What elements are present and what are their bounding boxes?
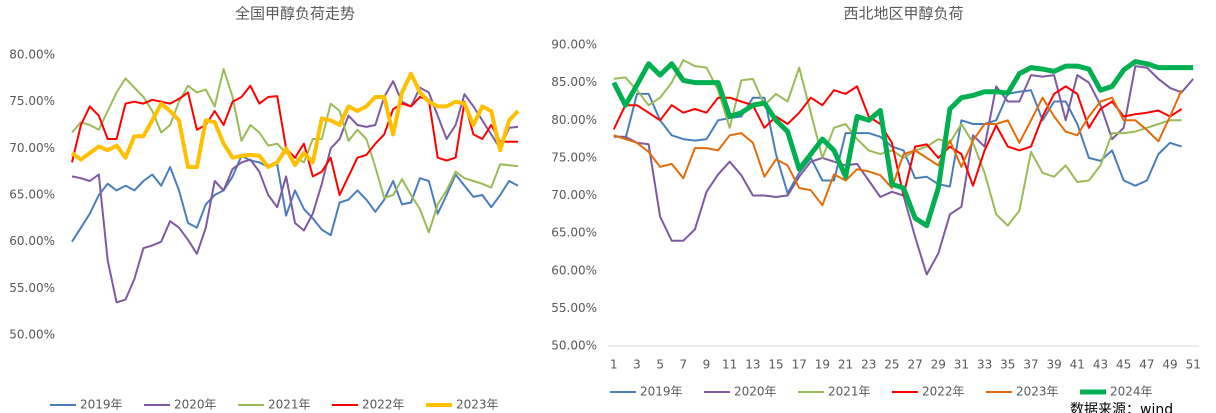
- x-tick-label: 43: [1093, 358, 1108, 372]
- legend-label: 2023年: [1016, 385, 1059, 399]
- series-line: [613, 89, 1182, 195]
- x-tick-label: 41: [1070, 358, 1085, 372]
- x-tick-label: 17: [792, 358, 807, 372]
- x-tick-label: 5: [656, 358, 664, 372]
- chart-title: 西北地区甲醇负荷: [843, 5, 963, 23]
- series-line: [613, 65, 1194, 276]
- y-tick-label: 60.00%: [9, 234, 55, 248]
- series-line: [613, 59, 1182, 227]
- y-tick-label: 80.00%: [9, 48, 55, 62]
- series-line: [613, 89, 1183, 207]
- x-tick-label: 13: [745, 358, 760, 372]
- legend-label: 2022年: [922, 385, 965, 399]
- legend-label: 2019年: [640, 385, 683, 399]
- x-tick-label: 31: [954, 358, 969, 372]
- legend-label: 2024年: [1110, 385, 1153, 399]
- x-tick-label: 47: [1139, 358, 1154, 372]
- x-tick-label: 23: [861, 358, 876, 372]
- x-tick-label: 15: [768, 358, 783, 372]
- y-tick-label: 75.00%: [9, 94, 55, 108]
- legend-label: 2019年: [80, 398, 123, 412]
- x-tick-label: 19: [815, 358, 830, 372]
- x-tick-label: 33: [977, 358, 992, 372]
- y-tick-label: 55.00%: [551, 301, 597, 315]
- y-tick-label: 60.00%: [551, 263, 597, 277]
- legend-label: 2020年: [174, 398, 217, 412]
- legend-label: 2020年: [734, 385, 777, 399]
- x-tick-label: 37: [1023, 358, 1038, 372]
- y-tick-label: 65.00%: [551, 226, 597, 240]
- source-note: 数据来源：wind: [1070, 402, 1173, 413]
- y-tick-label: 70.00%: [9, 141, 55, 155]
- y-tick-label: 65.00%: [9, 188, 55, 202]
- y-tick-label: 80.00%: [551, 113, 597, 127]
- x-tick-label: 1: [610, 358, 618, 372]
- x-tick-label: 21: [838, 358, 853, 372]
- legend-label: 2022年: [362, 398, 405, 412]
- y-tick-label: 50.00%: [9, 328, 55, 342]
- chart-title: 全国甲醇负荷走势: [235, 5, 355, 23]
- x-tick-label: 49: [1162, 358, 1177, 372]
- x-tick-label: 9: [703, 358, 711, 372]
- y-tick-label: 70.00%: [551, 188, 597, 202]
- y-tick-label: 50.00%: [551, 339, 597, 353]
- series-line: [71, 154, 519, 243]
- legend-label: 2021年: [268, 398, 311, 412]
- y-tick-label: 75.00%: [551, 150, 597, 164]
- x-tick-label: 27: [907, 358, 922, 372]
- series-line: [71, 68, 519, 234]
- x-tick-label: 35: [1000, 358, 1015, 372]
- x-tick-label: 25: [884, 358, 899, 372]
- x-tick-label: 3: [633, 358, 641, 372]
- y-tick-label: 55.00%: [9, 281, 55, 295]
- x-tick-label: 45: [1116, 358, 1131, 372]
- x-tick-label: 51: [1186, 358, 1201, 372]
- series-line: [611, 59, 1194, 229]
- x-tick-label: 11: [722, 358, 737, 372]
- legend-label: 2021年: [828, 385, 871, 399]
- series-line: [70, 71, 520, 169]
- x-tick-label: 29: [931, 358, 946, 372]
- y-tick-label: 90.00%: [551, 38, 597, 52]
- series-line: [71, 80, 519, 304]
- y-tick-label: 85.00%: [551, 75, 597, 89]
- legend-label: 2023年: [456, 398, 499, 412]
- x-tick-label: 7: [680, 358, 688, 372]
- x-tick-label: 39: [1047, 358, 1062, 372]
- series-line: [71, 84, 518, 196]
